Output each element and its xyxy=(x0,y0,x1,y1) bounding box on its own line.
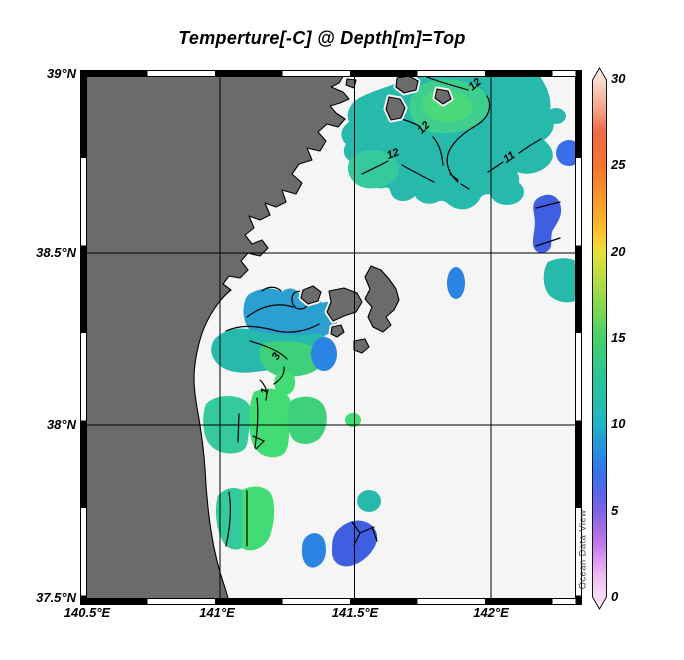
blob-bay-green-tail xyxy=(274,371,296,396)
blob-cold-oval-mid xyxy=(447,267,465,299)
y-axis-label-38N: 38°N xyxy=(46,417,76,432)
island xyxy=(330,324,345,338)
island xyxy=(326,287,363,322)
colorbar-tick-20: 20 xyxy=(611,243,626,259)
blob-bay-blue-oval xyxy=(311,337,337,371)
map-frame xyxy=(80,70,582,605)
mainland xyxy=(86,76,350,599)
contour-lines xyxy=(225,76,561,547)
blob-cluster-green xyxy=(287,396,327,444)
y-axis-label-38p5N: 38.5°N xyxy=(36,245,76,260)
blob-south-cold-1 xyxy=(302,533,326,568)
plot-title: Temperture[-C] @ Depth[m]=Top xyxy=(178,28,466,48)
colorbar-tick-5: 5 xyxy=(611,502,619,518)
blob-cold-spot-ne-edge xyxy=(556,140,576,166)
blob-south-teal-half xyxy=(215,488,242,550)
colorbar xyxy=(592,67,607,610)
island xyxy=(385,96,406,121)
island xyxy=(300,285,322,305)
land-mass xyxy=(86,76,452,599)
blob-teal-right-edge xyxy=(543,258,576,303)
odv-watermark: Ocean Data View xyxy=(577,509,589,590)
oshika-peninsula xyxy=(364,265,400,333)
blob-cluster-bright xyxy=(249,388,292,458)
blob-teal-east-mid xyxy=(490,179,524,205)
island xyxy=(395,76,419,94)
blob-cold-elongated-east xyxy=(532,194,562,253)
colorbar-tick-25: 25 xyxy=(611,157,626,173)
island xyxy=(434,88,452,105)
contour-label-1: 1 xyxy=(259,387,272,396)
x-axis-label-140p5E: 140.5°E xyxy=(63,605,111,620)
x-axis-label-141p5E: 141.5°E xyxy=(331,605,379,620)
contour-label-12: 12 xyxy=(385,146,401,161)
blob-northeast-left-patch xyxy=(347,149,399,189)
x-axis-label-142E: 142°E xyxy=(473,605,509,620)
contour-label-11: 11 xyxy=(501,149,517,165)
blob-cluster-dot xyxy=(345,413,361,427)
x-axis-label-141E: 141°E xyxy=(199,605,235,620)
contour-label-3: 3 xyxy=(270,351,283,362)
colorbar-tick-10: 10 xyxy=(611,416,626,432)
colorbar-tick-15: 15 xyxy=(611,329,626,345)
blob-teal-small-ne xyxy=(546,108,566,124)
colorbar-tick-0: 0 xyxy=(611,589,619,604)
y-axis-label-37p5N: 37.5°N xyxy=(36,590,76,605)
graticule xyxy=(86,76,576,599)
blob-south-green-half xyxy=(242,486,275,551)
blob-south-teal-spot xyxy=(357,490,381,512)
y-axis-label-39N: 39°N xyxy=(46,66,76,81)
colorbar-tick-30: 30 xyxy=(611,70,626,86)
